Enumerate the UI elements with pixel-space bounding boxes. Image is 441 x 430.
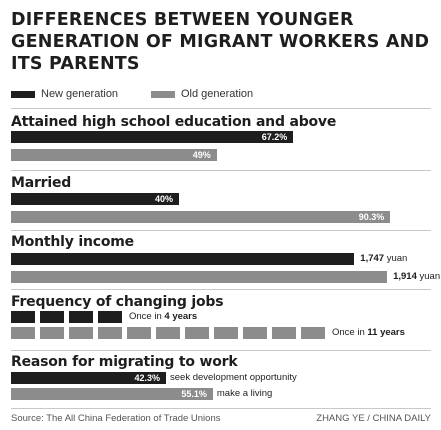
legend-swatch-new <box>11 91 35 98</box>
new-jobs-value: 4 years <box>164 311 198 322</box>
old-income-unit: yuan <box>416 271 441 282</box>
old-job-block <box>127 327 151 339</box>
old-income-label: 1,914 yuan <box>393 271 440 283</box>
divider <box>11 170 431 171</box>
old-job-block <box>243 327 267 339</box>
old-jobs-prefix: Once in <box>332 327 368 338</box>
divider <box>11 408 431 409</box>
new-job-block <box>40 311 64 323</box>
old-income-value: 1,914 <box>393 271 417 282</box>
new-reason-bar <box>11 372 166 384</box>
new-job-block <box>69 311 93 323</box>
old-job-block <box>185 327 209 339</box>
old-reason-text: make a living <box>216 388 273 399</box>
old-job-block <box>69 327 93 339</box>
new-job-block <box>11 311 35 323</box>
new-income-value: 1,747 <box>360 253 385 264</box>
old-value-label: 49% <box>192 150 211 160</box>
old-reason-value: 55.1% <box>181 389 207 399</box>
old-reason-bar <box>11 388 213 400</box>
old-bar <box>11 149 217 161</box>
source-note: Source: The All China Federation of Trad… <box>11 413 221 424</box>
chart-title: DIFFERENCES BETWEEN YOUNGER GENERATION O… <box>11 10 430 74</box>
old-job-block <box>40 327 64 339</box>
old-jobs-value: 11 years <box>367 327 405 338</box>
new-income-label: 1,747 yuan <box>360 253 407 265</box>
old-job-block <box>98 327 122 339</box>
new-reason-text: seek development opportunity <box>170 372 297 383</box>
new-value-label: 40% <box>154 194 173 204</box>
new-income-bar <box>11 253 355 265</box>
new-income-unit: yuan <box>384 253 408 264</box>
old-value-label: 90.3% <box>358 212 385 222</box>
income-title: Monthly income <box>11 234 134 250</box>
credit-note: ZHANG YE / CHINA DAILY <box>316 413 431 424</box>
new-reason-value: 42.3% <box>134 373 160 383</box>
new-job-block <box>98 311 122 323</box>
legend-swatch-old <box>151 91 175 98</box>
divider <box>11 350 431 351</box>
old-bar <box>11 211 391 223</box>
new-jobs-label: Once in 4 years <box>129 311 197 323</box>
new-value-label: 67.2% <box>261 132 288 142</box>
divider <box>11 230 431 231</box>
reason-title: Reason for migrating to work <box>11 354 238 370</box>
married-title: Married <box>11 175 72 191</box>
legend-label-old: Old generation <box>181 88 254 100</box>
new-jobs-prefix: Once in <box>129 311 165 322</box>
new-bar <box>11 193 179 205</box>
jobs-title: Frequency of changing jobs <box>11 294 224 310</box>
divider <box>11 289 431 290</box>
old-job-block <box>214 327 238 339</box>
old-job-block <box>272 327 296 339</box>
education-title: Attained high school education and above <box>11 114 337 130</box>
old-job-block <box>301 327 325 339</box>
old-income-bar <box>11 271 388 283</box>
old-jobs-label: Once in 11 years <box>332 327 405 339</box>
legend-label-new: New generation <box>41 88 119 100</box>
old-job-block <box>11 327 35 339</box>
divider <box>11 108 431 109</box>
old-job-block <box>156 327 180 339</box>
new-bar <box>11 131 294 143</box>
